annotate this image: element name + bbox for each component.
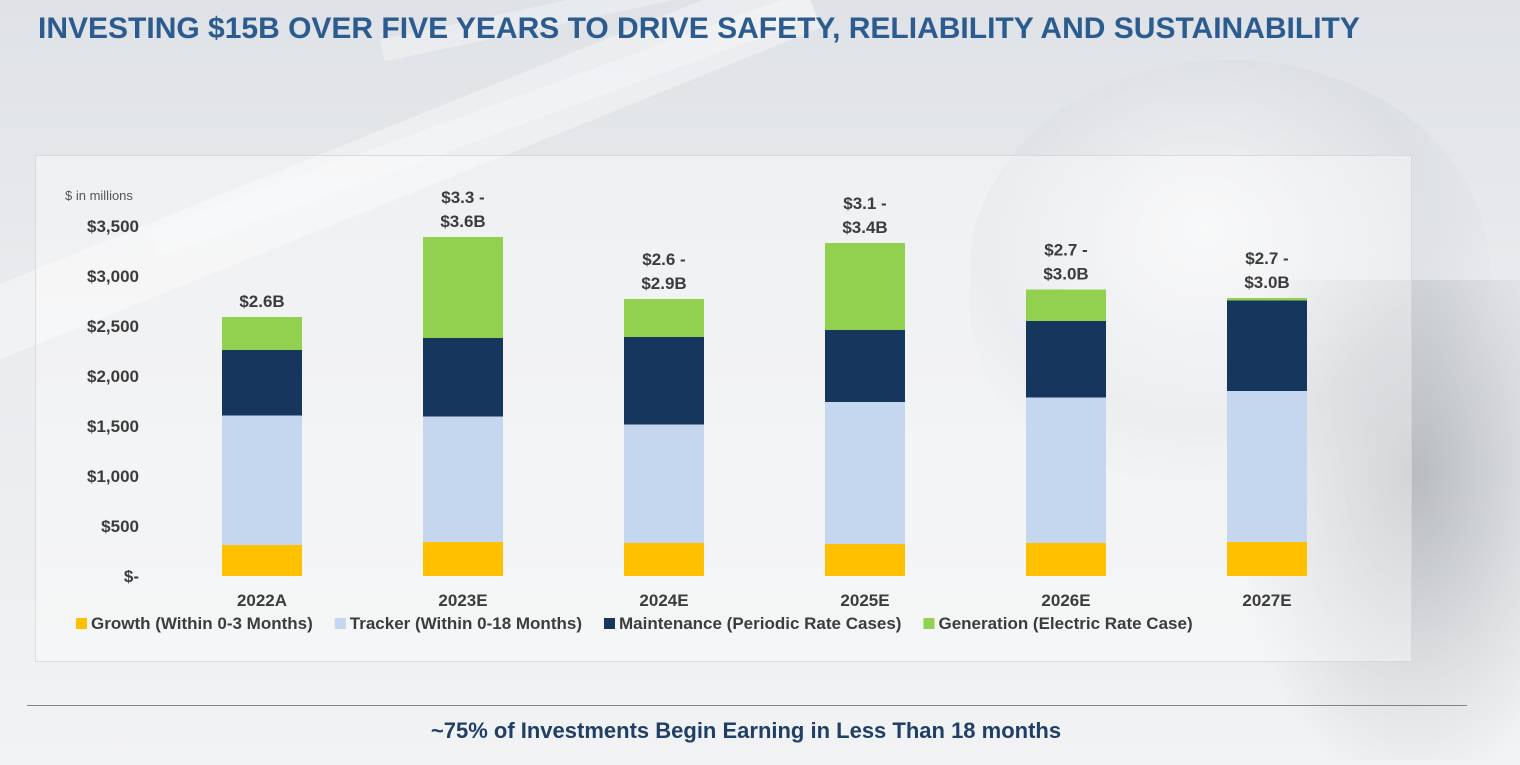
bar-segment [222,545,302,576]
legend-label: Generation (Electric Rate Case) [938,614,1192,633]
y-tick-label: $2,000 [87,367,139,386]
bar-segment [1026,543,1106,576]
legend-label: Maintenance (Periodic Rate Cases) [619,614,901,633]
unit-label: $ in millions [65,188,133,203]
bar-total-label: $2.6 - [642,250,685,269]
legend-swatch [334,618,346,629]
bar-total-label: $3.3 - [441,188,484,207]
bar-segment [624,299,704,337]
chart-panel: $ in millions $- $500 $1,000 $1,500 $2,000 $2,… [35,155,1412,662]
bar-total-label: $3.4B [842,218,887,237]
bar-segment [423,237,503,338]
bar-segment [825,544,905,576]
legend-swatch [603,618,615,629]
x-category-label: 2024E [639,591,688,610]
bar-total-label: $2.7 - [1044,241,1087,260]
legend-label: Growth (Within 0-3 Months) [91,614,313,633]
legend-swatch [76,618,87,629]
y-tick-label: $3,000 [87,267,139,286]
stacked-bar-chart: $ in millions $- $500 $1,000 $1,500 $2,000 $2,… [65,188,1307,633]
bar-segment [1227,298,1307,301]
bar-segment [423,416,503,542]
page-title: INVESTING $15B OVER FIVE YEARS TO DRIVE … [38,12,1360,45]
y-tick-label: $1,500 [87,417,139,436]
x-category-label: 2027E [1242,591,1291,610]
bar-total-label: $3.6B [440,212,485,231]
bar-segment [825,402,905,544]
bar-segment [1026,397,1106,543]
bar-segment [624,337,704,425]
bar-total-label: $3.1 - [843,194,886,213]
x-category-label: 2025E [840,591,889,610]
y-tick-label: $3,500 [87,217,139,236]
bar-segment [624,543,704,576]
bar-segment [1227,542,1307,576]
y-tick-label: $500 [101,517,139,536]
x-category-label: 2026E [1041,591,1090,610]
y-tick-label: $2,500 [87,317,139,336]
y-tick-label: $1,000 [87,467,139,486]
bar-segment [423,338,503,417]
bar-total-label: $2.6B [239,292,284,311]
legend-swatch [923,618,935,629]
y-tick-label: $- [124,567,139,586]
bar-segment [222,317,302,350]
bar-total-label: $2.9B [641,274,686,293]
bar-segment [423,542,503,576]
footer-note: ~75% of Investments Begin Earning in Les… [430,718,1062,743]
bar-segment [1227,391,1307,542]
bar-segment [1026,321,1106,398]
bar-total-label: $3.0B [1043,265,1088,284]
bar-segment [825,243,905,330]
x-category-label: 2023E [438,591,487,610]
footer-divider [27,705,1467,706]
bar-segment [624,424,704,543]
legend-label: Tracker (Within 0-18 Months) [350,614,582,633]
bar-segment [222,350,302,416]
bar-segment [1227,300,1307,391]
bar-segment [1026,289,1106,321]
bar-segment [825,330,905,402]
x-category-label: 2022A [237,591,287,610]
bar-total-label: $2.7 - [1245,249,1288,268]
bar-segment [222,415,302,545]
bar-total-label: $3.0B [1244,273,1289,292]
